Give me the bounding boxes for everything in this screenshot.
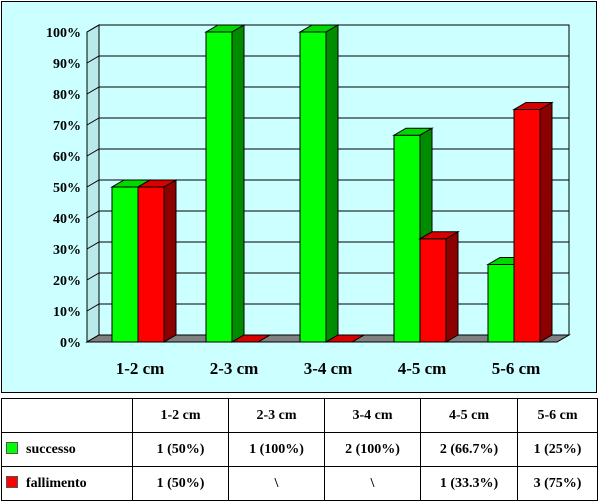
grid-line [86, 55, 569, 64]
data-table: 1-2 cm 2-3 cm 3-4 cm 4-5 cm 5-6 cm succe… [1, 398, 598, 501]
bar-side-successo [325, 24, 339, 343]
y-tick-label: 50% [53, 181, 81, 196]
bar-side-fallimento [163, 179, 177, 343]
table-cell: 1 (50%) [132, 432, 229, 467]
table-row-fallimento: fallimento 1 (50%) \ \ 1 (33.3%) 3 (75%) [1, 466, 598, 501]
table-cell: 2 (66.7%) [420, 432, 518, 467]
y-tick-label: 40% [53, 212, 81, 227]
grid-line [86, 117, 569, 126]
legend-label-successo: successo [26, 441, 76, 457]
table-row-successo: successo 1 (50%) 1 (100%) 2 (100%) 2 (66… [1, 432, 598, 467]
bar-fallimento [137, 186, 165, 343]
bar-successo [205, 31, 233, 343]
chart-frame: 0% 10% 20% 30% 40% 50% 60% 70% 80% 90% 100% 1-2 cm 2… [1, 1, 597, 393]
x-tick-label: 1-2 cm [116, 359, 165, 378]
table-cell: 2 (100%) [324, 432, 421, 467]
x-tick-label: 3-4 cm [304, 359, 353, 378]
bar-fallimento [419, 238, 447, 343]
bar-successo [299, 31, 327, 343]
table-cell: 1 (50%) [132, 466, 229, 501]
y-tick-label: 80% [53, 88, 81, 103]
x-tick-label: 4-5 cm [398, 359, 447, 378]
y-tick-label: 70% [53, 119, 81, 134]
x-tick-label: 5-6 cm [492, 359, 541, 378]
grid-line [86, 24, 569, 33]
bar-side-fallimento [351, 334, 365, 343]
y-tick-label: 100% [46, 26, 81, 41]
table-cell: 1 (100%) [228, 432, 325, 467]
table-header-cell: 4-5 cm [420, 398, 518, 433]
y-tick-label: 30% [53, 243, 81, 258]
bar-side-successo [231, 24, 245, 343]
grid-line [86, 86, 569, 95]
bar-side-fallimento [539, 101, 553, 343]
legend-swatch-successo [6, 441, 18, 454]
table-cell: \ [324, 466, 421, 501]
legend-swatch-fallimento [6, 475, 18, 488]
y-tick-label: 0% [60, 336, 81, 351]
bar-successo [487, 264, 515, 343]
legend-label-fallimento: fallimento [26, 475, 87, 491]
table-header-cell: 1-2 cm [132, 398, 229, 433]
row-label-successo: successo [1, 432, 133, 467]
y-tick-label: 60% [53, 150, 81, 165]
table-header-row: 1-2 cm 2-3 cm 3-4 cm 4-5 cm 5-6 cm [1, 398, 598, 433]
bar-side-fallimento [257, 334, 271, 343]
table-cell: 1 (33.3%) [420, 466, 518, 501]
y-tick-label: 10% [53, 305, 81, 320]
bar-chart: 0% 10% 20% 30% 40% 50% 60% 70% 80% 90% 100% 1-2 cm 2… [46, 24, 571, 378]
y-tick-label: 90% [53, 57, 81, 72]
table-cell: 1 (25%) [517, 432, 598, 467]
bar-fallimento [513, 109, 541, 343]
table-cell: 3 (75%) [517, 466, 598, 501]
row-label-fallimento: fallimento [1, 466, 133, 501]
table-header-cell: 3-4 cm [324, 398, 421, 433]
bar-successo [393, 134, 421, 343]
bar-side-fallimento [445, 230, 459, 343]
table-cell: \ [228, 466, 325, 501]
y-tick-label: 20% [53, 274, 81, 289]
bar-successo [111, 186, 139, 343]
table-header-cell: 5-6 cm [517, 398, 598, 433]
table-corner-cell [1, 398, 133, 433]
x-tick-label: 2-3 cm [210, 359, 259, 378]
table-header-cell: 2-3 cm [228, 398, 325, 433]
